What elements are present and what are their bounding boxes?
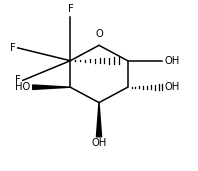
Text: HO: HO bbox=[15, 82, 30, 92]
Text: OH: OH bbox=[91, 138, 107, 148]
Text: O: O bbox=[95, 29, 103, 39]
Text: OH: OH bbox=[165, 56, 180, 66]
Text: F: F bbox=[15, 75, 20, 85]
Text: F: F bbox=[68, 4, 74, 14]
Text: F: F bbox=[10, 43, 15, 53]
Polygon shape bbox=[96, 103, 102, 137]
Polygon shape bbox=[33, 85, 70, 89]
Text: OH: OH bbox=[165, 82, 180, 92]
